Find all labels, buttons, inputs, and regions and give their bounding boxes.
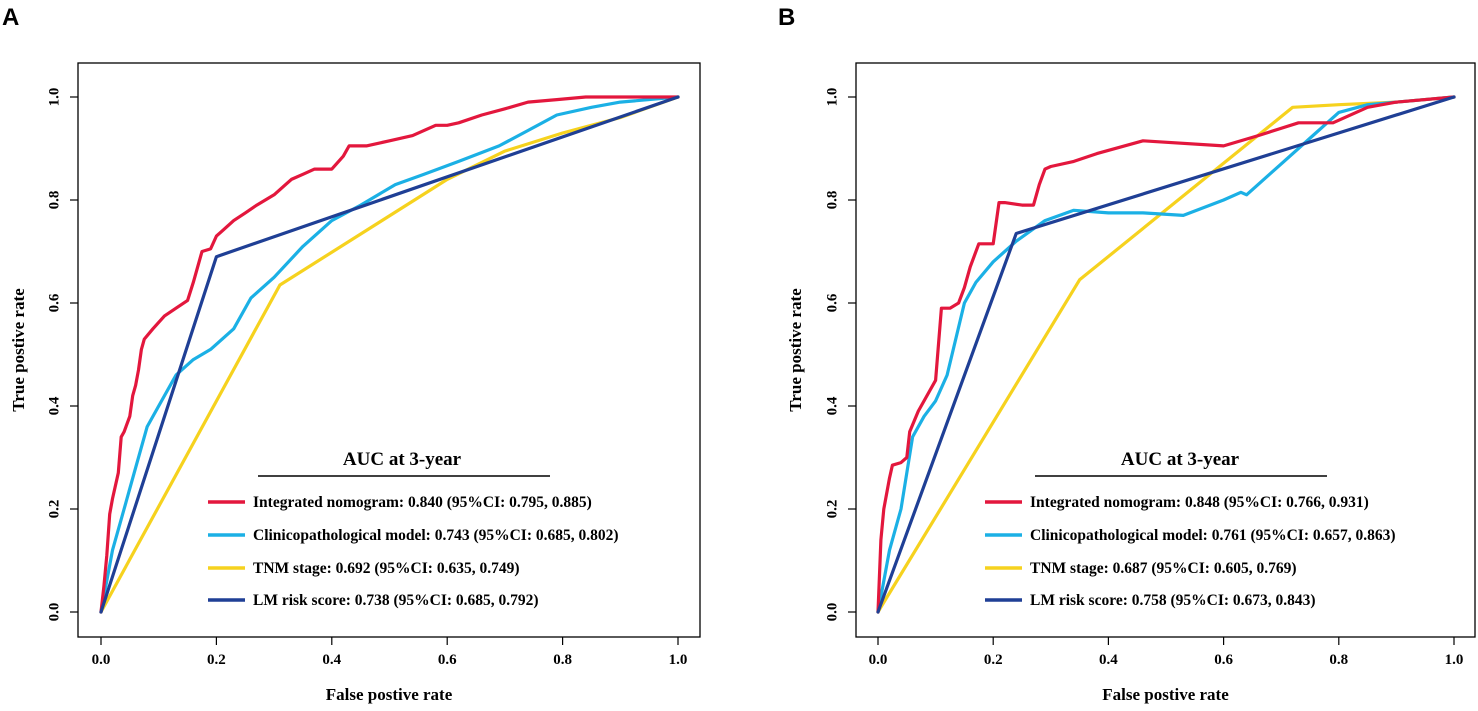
series-line-lm-risk-score xyxy=(99,95,680,614)
legend-entry: Clinicopathological model: 0.743 (95%CI:… xyxy=(253,527,619,544)
x-tick-label: 0.4 xyxy=(322,652,341,668)
y-tick-label: 0.6 xyxy=(824,293,840,312)
panel-letter: A xyxy=(2,4,19,31)
series-line-integrated-nomogram xyxy=(876,95,1456,614)
legend-entry: LM risk score: 0.738 (95%CI: 0.685, 0.79… xyxy=(253,592,539,609)
y-tick-label: 0.6 xyxy=(46,293,62,312)
series-line-integrated-nomogram xyxy=(99,95,680,614)
x-axis-label: False postive rate xyxy=(326,685,453,704)
legend-entry: TNM stage: 0.692 (95%CI: 0.635, 0.749) xyxy=(253,560,519,577)
y-tick-label: 1.0 xyxy=(46,88,62,107)
y-tick-label: 0.4 xyxy=(46,396,62,415)
legend-title: AUC at 3-year xyxy=(1121,449,1240,470)
y-tick-label: 0.8 xyxy=(46,191,62,210)
legend-title: AUC at 3-year xyxy=(343,449,462,470)
x-tick-label: 0.2 xyxy=(207,652,226,668)
series-line-clinicopathological-model xyxy=(876,95,1456,614)
x-tick-label: 0.0 xyxy=(92,652,111,668)
legend-entry: LM risk score: 0.758 (95%CI: 0.673, 0.84… xyxy=(1030,592,1316,609)
x-tick-label: 0.6 xyxy=(438,652,457,668)
plot-frame xyxy=(77,62,701,638)
panel-a: A 0.0 0.2 0.4 0.6 0.8 1.0 0.0 0.2 0.4 0.6 0.8 1.0 Fal… xyxy=(2,4,701,704)
panel-b: B 0.0 0.2 0.4 0.6 0.8 1.0 0.0 0.2 0.4 0.6 0.8 1.0 Fal… xyxy=(778,4,1476,704)
y-tick-label: 0.8 xyxy=(824,191,840,210)
x-axis-label: False postive rate xyxy=(1102,685,1229,704)
panel-letter: B xyxy=(778,4,795,31)
y-tick-label: 0.4 xyxy=(824,396,840,415)
legend-entry: Clinicopathological model: 0.761 (95%CI:… xyxy=(1030,527,1396,544)
x-tick-label: 0.4 xyxy=(1099,652,1118,668)
legend-entry: Integrated nomogram: 0.840 (95%CI: 0.795… xyxy=(253,494,592,511)
y-axis-label: True postive rate xyxy=(786,288,805,412)
x-tick-label: 0.2 xyxy=(984,652,1003,668)
x-tick-label: 0.0 xyxy=(869,652,888,668)
series-line-clinicopathological-model xyxy=(99,95,680,614)
y-tick-label: 0.2 xyxy=(824,500,840,519)
x-tick-label: 0.6 xyxy=(1214,652,1233,668)
legend-entry: TNM stage: 0.687 (95%CI: 0.605, 0.769) xyxy=(1030,560,1296,577)
y-axis-label: True postive rate xyxy=(9,288,28,412)
x-tick-label: 0.8 xyxy=(553,652,572,668)
x-tick-label: 0.8 xyxy=(1329,652,1348,668)
legend-entry: Integrated nomogram: 0.848 (95%CI: 0.766… xyxy=(1030,494,1369,511)
y-tick-label: 0.0 xyxy=(46,603,62,622)
y-tick-label: 0.2 xyxy=(46,500,62,519)
y-tick-label: 0.0 xyxy=(824,603,840,622)
x-tick-label: 1.0 xyxy=(669,652,688,668)
x-tick-label: 1.0 xyxy=(1445,652,1464,668)
series-line-lm-risk-score xyxy=(876,95,1456,614)
plot-frame xyxy=(855,62,1476,638)
y-tick-label: 1.0 xyxy=(824,88,840,107)
